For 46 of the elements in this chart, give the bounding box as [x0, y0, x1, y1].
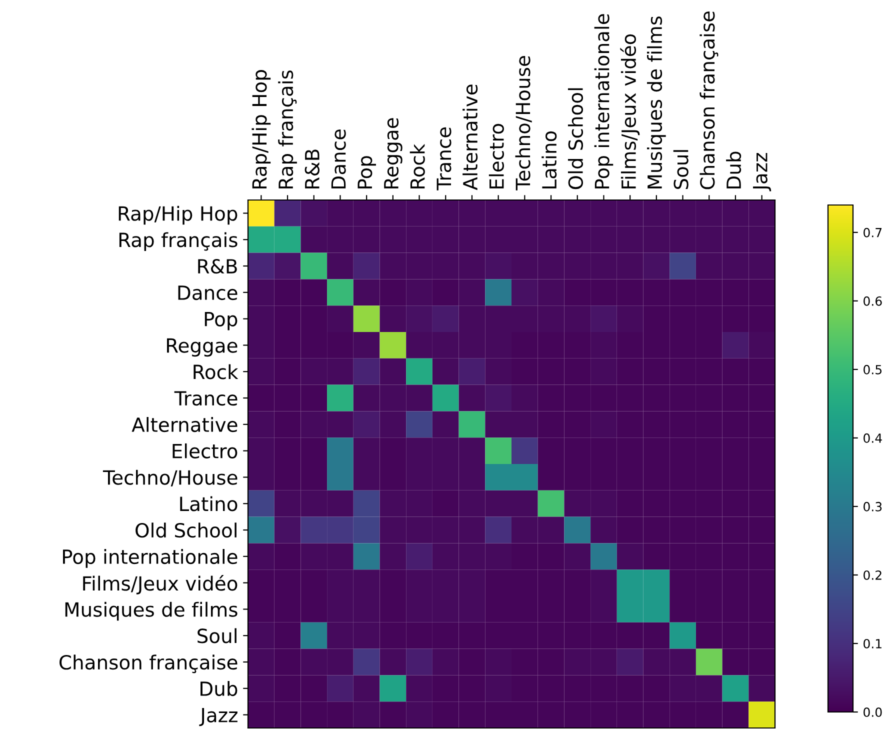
y-tick-label: Dub	[200, 681, 238, 696]
x-tick-label: Pop internationale	[594, 14, 614, 188]
y-tick-label: Dance	[178, 286, 238, 300]
x-tick-label: Techno/House	[515, 56, 532, 190]
color-bar-label: 0.0	[864, 707, 882, 717]
y-tick-label: Pop internationale	[63, 549, 238, 568]
x-tick-label: Musiques de films	[647, 16, 666, 188]
x-tick-label: Latino	[542, 131, 557, 188]
color-bar-label: 0.6	[864, 296, 882, 306]
y-tick-label: Old School	[136, 522, 236, 538]
y-tick-label: Jazz	[199, 708, 238, 726]
y-tick-label: Electro	[172, 443, 238, 458]
y-tick-label: Latino	[180, 496, 238, 512]
x-tick-label: Films/Jeux vidéo	[620, 34, 640, 188]
color-bar-label: 0.2	[864, 570, 882, 580]
y-tick-label: Techno/House	[102, 470, 238, 486]
x-tick-label: Old School	[568, 88, 584, 190]
y-tick-label: Soul	[198, 628, 236, 644]
x-tick-label: Chanson française	[700, 11, 718, 190]
x-tick-label: Alternative	[462, 84, 478, 190]
x-tick-label: Pop	[358, 156, 376, 188]
y-tick-label: Films/Jeux vidéo	[83, 574, 238, 594]
x-tick-label: Electro	[488, 124, 504, 188]
color-bar-label: 0.5	[864, 364, 882, 374]
y-tick-label: Trance	[174, 391, 238, 406]
x-tick-label: Reggae	[384, 118, 402, 188]
x-tick-label: Dance	[331, 129, 346, 188]
color-bar-label: 0.7	[864, 228, 882, 238]
y-tick-label: Pop	[204, 312, 238, 330]
x-tick-label: Rock	[410, 144, 425, 188]
y-tick-label: Rock	[194, 364, 238, 380]
color-bar-label: 0.4	[864, 433, 882, 443]
x-tick-label: R&B	[304, 150, 320, 188]
y-tick-label: Reggae	[167, 338, 238, 357]
y-tick-label: R&B	[198, 258, 237, 274]
y-tick-label: Rap français	[119, 232, 238, 252]
y-tick-label: Rap/Hip Hop	[118, 206, 238, 225]
y-tick-label: Alternative	[132, 417, 238, 432]
y-tick-label: Chanson française	[60, 654, 238, 674]
color-bar-label: 0.1	[864, 638, 882, 648]
x-tick-label: Soul	[673, 150, 688, 189]
x-tick-label: Trance	[436, 127, 452, 190]
y-tick-label: Musiques de films	[65, 602, 238, 621]
x-tick-label: Dub	[726, 152, 742, 188]
x-tick-label: Jazz	[753, 153, 772, 192]
color-bar-label: 0.3	[864, 502, 882, 512]
